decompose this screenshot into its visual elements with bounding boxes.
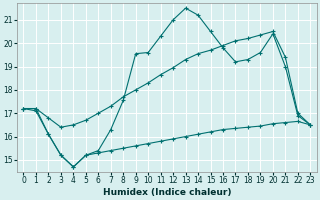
X-axis label: Humidex (Indice chaleur): Humidex (Indice chaleur) — [103, 188, 231, 197]
